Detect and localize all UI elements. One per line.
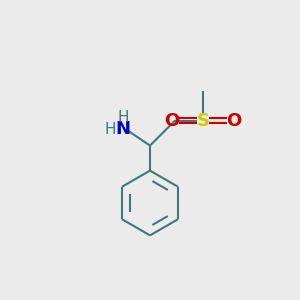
Text: O: O [164,112,180,130]
Text: O: O [226,112,242,130]
Text: H: H [105,122,116,137]
Text: S: S [196,112,209,130]
Text: H: H [117,110,129,124]
Text: N: N [116,120,130,138]
